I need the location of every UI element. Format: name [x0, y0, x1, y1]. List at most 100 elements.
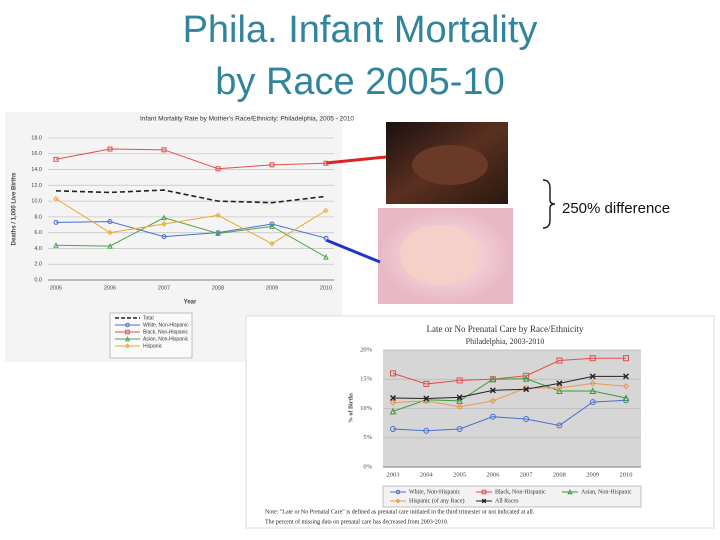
x-tick-label: 2006 — [104, 285, 116, 291]
x-tick-label: 2007 — [158, 285, 170, 291]
marker — [522, 375, 530, 382]
legend — [382, 485, 642, 508]
series-line — [55, 189, 327, 204]
legend-label: Hispanic (of any Race) — [409, 497, 464, 504]
y-tick-label: 20% — [360, 346, 373, 353]
marker — [53, 219, 59, 225]
marker — [423, 427, 430, 434]
connector-red — [325, 155, 387, 165]
marker — [161, 234, 167, 240]
marker — [390, 370, 396, 377]
y-tick-label: 4.0 — [34, 246, 42, 252]
marker — [395, 489, 401, 495]
marker — [567, 489, 573, 495]
x-tick-label: 2004 — [420, 471, 434, 478]
marker — [389, 407, 397, 415]
y-tick-label: 12.0 — [31, 183, 42, 189]
x-tick-label: 2009 — [586, 471, 599, 478]
marker — [269, 241, 275, 247]
legend-label: White, Non-Hispanic — [409, 489, 461, 495]
series-line — [392, 378, 627, 412]
series-line — [55, 148, 327, 170]
marker — [489, 375, 497, 383]
marker — [389, 399, 397, 406]
marker — [489, 387, 496, 394]
marker — [523, 386, 530, 393]
y-tick-label: 10% — [360, 405, 373, 412]
marker — [623, 373, 629, 380]
series-line — [392, 357, 626, 385]
x-tick-label: 2008 — [553, 471, 566, 478]
legend-label: Total — [143, 315, 154, 321]
marker — [53, 156, 59, 162]
series-line — [392, 375, 626, 400]
marker — [456, 377, 463, 384]
marker — [215, 230, 221, 236]
marker — [323, 235, 329, 241]
marker — [107, 146, 113, 152]
x-tick-label: 2009 — [266, 285, 278, 291]
y-tick-label: 14.0 — [31, 167, 42, 173]
marker — [107, 242, 113, 249]
marker — [589, 387, 597, 394]
brace — [542, 179, 556, 229]
series-line — [392, 399, 627, 432]
x-tick-label: 2007 — [520, 471, 534, 478]
x-tick-label: 2010 — [320, 285, 332, 291]
y-tick-label: 5% — [363, 434, 372, 441]
y-tick-label: 10.0 — [31, 199, 42, 205]
marker — [622, 383, 630, 390]
y-tick-label: 0% — [363, 463, 372, 470]
legend-label: Asian, Non-Hispanic — [143, 336, 189, 342]
marker — [556, 380, 563, 387]
marker — [107, 229, 113, 236]
marker — [107, 219, 113, 225]
connector-blue — [325, 238, 381, 264]
marker — [161, 214, 167, 221]
chart-subtitle: Philadelphia, 2003-2010 — [466, 337, 545, 346]
legend — [109, 312, 193, 359]
chart-title: Infant Mortality Rate by Mother's Race/E… — [140, 116, 354, 123]
slide-title: Phila. Infant Mortality by Race 2005-10 — [183, 9, 538, 103]
y-tick-label: 8.0 — [34, 214, 42, 220]
marker — [125, 322, 130, 328]
marker — [556, 357, 563, 364]
series-line — [55, 217, 327, 258]
series-line — [392, 382, 627, 408]
legend-label: Black, Non-Hispanic — [495, 489, 546, 495]
marker — [124, 343, 131, 349]
y-tick-label: 0.0 — [34, 277, 42, 283]
note: Note: "Late or No Prenatal Care" is defi… — [265, 508, 535, 515]
y-tick-label: 18.0 — [31, 135, 42, 141]
x-tick-label: 2008 — [212, 285, 224, 291]
chart-title: Late or No Prenatal Care by Race/Ethnici… — [427, 324, 584, 334]
marker — [125, 329, 130, 335]
marker — [53, 196, 59, 202]
marker — [589, 373, 596, 380]
note: The percent of missing data on prenatal … — [265, 518, 449, 525]
marker — [395, 498, 401, 504]
marker — [423, 395, 430, 402]
marker — [215, 166, 221, 172]
y-tick-label: 2.0 — [34, 262, 42, 268]
marker — [623, 355, 629, 362]
marker — [390, 425, 396, 432]
marker — [481, 489, 487, 495]
marker — [556, 387, 563, 394]
marker — [556, 422, 563, 429]
marker — [489, 413, 496, 420]
x-tick-label: 2010 — [620, 471, 633, 478]
legend-label: White, Non-Hispanic — [143, 322, 189, 328]
marker — [489, 397, 497, 405]
marker — [589, 380, 596, 387]
series-line — [55, 221, 327, 239]
x-axis-label: Year — [184, 300, 197, 306]
marker — [589, 355, 596, 362]
marker — [622, 394, 630, 401]
marker — [481, 498, 487, 504]
legend-label: All Races — [495, 498, 519, 504]
x-tick-label: 2005 — [50, 285, 62, 291]
x-tick-label: 2003 — [387, 471, 400, 478]
photo-detail — [400, 225, 480, 285]
